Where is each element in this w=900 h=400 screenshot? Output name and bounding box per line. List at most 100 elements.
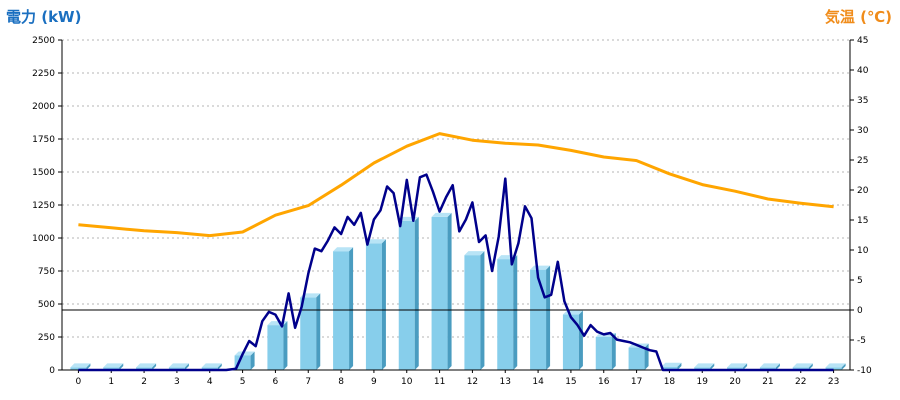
- power-bar-side: [480, 251, 485, 370]
- power-bar: [825, 367, 842, 370]
- left-tick-label: 2000: [32, 102, 55, 112]
- x-tick-label: 0: [76, 377, 82, 387]
- power-bar: [234, 355, 251, 370]
- right-tick-label: 15: [857, 216, 868, 226]
- left-tick-label: 750: [38, 267, 55, 277]
- x-tick-label: 21: [762, 377, 773, 387]
- right-tick-label: -10: [857, 366, 872, 376]
- power-bar: [628, 347, 645, 370]
- power-bar: [661, 366, 678, 370]
- power-bar-top: [103, 363, 124, 368]
- power-bar-side: [578, 310, 583, 370]
- power-bar: [759, 367, 776, 370]
- x-tick-label: 10: [401, 377, 413, 387]
- power-bar: [136, 367, 153, 370]
- power-bar-side: [119, 363, 124, 370]
- power-bar-side: [184, 363, 189, 370]
- power-bar-top: [70, 363, 91, 368]
- power-bar: [267, 325, 284, 370]
- power-bar-side: [447, 212, 452, 370]
- power-bar-side: [677, 362, 682, 370]
- left-tick-label: 1500: [32, 168, 55, 178]
- x-tick-label: 16: [598, 377, 610, 387]
- power-bar-top: [727, 363, 748, 368]
- power-bar-side: [349, 247, 354, 370]
- power-bar: [562, 314, 579, 370]
- x-tick-label: 17: [631, 377, 642, 387]
- power-bar: [398, 220, 415, 370]
- power-bar-side: [86, 363, 91, 370]
- x-tick-label: 9: [371, 377, 377, 387]
- lines: [78, 132, 834, 372]
- left-tick-label: 1250: [32, 201, 55, 211]
- power-bar-side: [250, 351, 255, 370]
- power-bar: [727, 367, 744, 370]
- grid-lines: [62, 39, 850, 338]
- power-bar: [201, 367, 218, 370]
- power-bar-side: [283, 321, 288, 370]
- right-axis-title: 気温 (℃): [824, 8, 892, 26]
- power-bar-top: [431, 212, 452, 217]
- power-bar: [70, 367, 87, 370]
- power-bar: [333, 251, 350, 370]
- power-bar-side: [710, 363, 715, 370]
- x-tick-label: 11: [434, 377, 445, 387]
- power-bar-top: [234, 351, 255, 356]
- power-bar: [595, 337, 612, 370]
- right-tick-label: -5: [857, 336, 866, 346]
- x-tick-label: 3: [174, 377, 180, 387]
- power-bar-top: [365, 239, 386, 244]
- power-bar-top: [201, 363, 222, 368]
- right-tick-label: 40: [857, 66, 869, 76]
- power-bar-side: [152, 363, 157, 370]
- power-bar-side: [611, 333, 616, 370]
- power-bar: [365, 243, 382, 370]
- tick-labels: 02505007501000125015001750200022502500-1…: [32, 36, 872, 387]
- x-tick-label: 1: [108, 377, 114, 387]
- x-tick-label: 12: [467, 377, 478, 387]
- left-tick-label: 1000: [32, 234, 55, 244]
- power-bar-side: [414, 216, 419, 370]
- power-bar: [103, 367, 120, 370]
- power-bar-top: [464, 251, 485, 256]
- left-tick-label: 1750: [32, 135, 55, 145]
- right-tick-label: 45: [857, 36, 868, 46]
- power-bar-side: [841, 363, 846, 370]
- power-bar-top: [759, 363, 780, 368]
- power-bar: [300, 297, 317, 370]
- power-bar: [530, 269, 547, 370]
- power-bar: [431, 216, 448, 370]
- power-bar: [168, 367, 185, 370]
- power-bar-top: [661, 362, 682, 367]
- left-tick-label: 2250: [32, 69, 55, 79]
- left-axis-title: 電力 (kW): [6, 8, 82, 26]
- power-bar-top: [333, 247, 354, 252]
- left-tick-label: 250: [38, 333, 55, 343]
- power-bar-top: [168, 363, 189, 368]
- power-bar-side: [808, 363, 813, 370]
- power-bar-side: [743, 363, 748, 370]
- power-bars: [70, 212, 846, 370]
- right-tick-label: 0: [857, 306, 863, 316]
- x-tick-label: 23: [828, 377, 839, 387]
- x-tick-label: 6: [273, 377, 279, 387]
- left-tick-label: 2500: [32, 36, 55, 46]
- x-tick-label: 19: [697, 377, 709, 387]
- power-bar-side: [546, 265, 551, 370]
- right-tick-label: 5: [857, 276, 863, 286]
- x-tick-label: 22: [795, 377, 806, 387]
- power-line: [78, 173, 834, 372]
- power-bar: [497, 259, 514, 370]
- power-bar-top: [825, 363, 846, 368]
- power-bar: [792, 367, 809, 370]
- power-bar-top: [136, 363, 157, 368]
- right-tick-label: 25: [857, 156, 868, 166]
- power-bar-side: [381, 239, 386, 370]
- power-bar-top: [792, 363, 813, 368]
- x-tick-label: 7: [305, 377, 311, 387]
- x-tick-label: 14: [532, 377, 544, 387]
- left-tick-label: 500: [38, 300, 55, 310]
- temperature-line: [78, 132, 834, 238]
- x-tick-label: 8: [338, 377, 344, 387]
